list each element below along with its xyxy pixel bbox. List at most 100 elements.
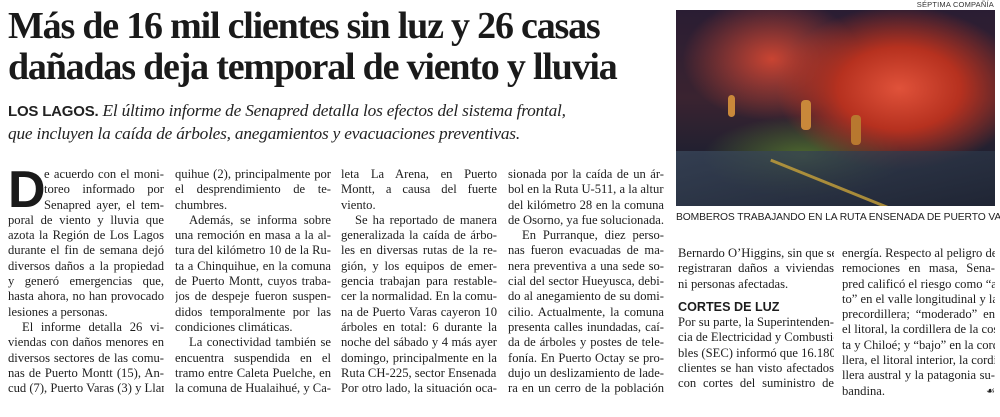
- article-line: e acuerdo con el moni-: [44, 167, 164, 181]
- article-line: el litoral, la cordillera de la cos-: [842, 322, 995, 337]
- article-line: noche del sábado y 4 más ayer: [341, 335, 497, 350]
- article-line: dujo un deslizamiento de lade-: [508, 365, 664, 380]
- article-line: bol en la Ruta U-511, a la altura: [508, 182, 664, 197]
- article-line: ta y Chiloé; y “bajo” en la cordi-: [842, 337, 995, 352]
- article-line: ra en un cerro de la población: [508, 381, 664, 396]
- drop-cap: D: [8, 161, 46, 219]
- article-line: energía. Respecto al peligro de: [842, 246, 995, 260]
- spacer: [678, 292, 834, 300]
- article-line: La conectividad también se: [189, 335, 331, 350]
- article-line: diversos sectores de las comu-: [8, 350, 164, 365]
- article-line: toreo informado por: [44, 182, 164, 197]
- article-line: les en diversas rutas de la re-: [341, 243, 497, 258]
- article-line: clientes se han visto afectados: [678, 361, 834, 376]
- lede-kicker: LOS LAGOS.: [8, 103, 99, 120]
- end-mark-icon: ☙: [986, 385, 995, 397]
- article-line: registraran daños a viviendas: [678, 261, 834, 276]
- news-photo: [676, 10, 995, 206]
- article-line: pred calificó el riesgo como “al-: [842, 276, 995, 291]
- firefighter-figure: [728, 95, 735, 117]
- article-line: hasta ahora, no han provocado: [8, 289, 164, 304]
- article-column-4: sionada por la caída de un ár-bol en la …: [508, 167, 664, 396]
- article-line: y generó emergencias que,: [8, 274, 164, 289]
- article-line: domingo, principalmente en la: [341, 350, 497, 365]
- article-column-3: leta La Arena, en Puerto Montt, a causa d…: [341, 167, 497, 396]
- article-line: El informe detalla 26 vi-: [22, 319, 164, 334]
- lede-text: que incluyen la caída de árboles, anegam…: [8, 124, 520, 143]
- article-line: llera austral y la patagonia su-: [842, 368, 995, 383]
- article-line: diversos daños a la propiedad: [8, 258, 164, 273]
- article-line: na de Puerto Varas cayeron 10: [341, 304, 497, 319]
- article-line: Senapred ayer, el tem-: [44, 197, 164, 212]
- article-line: de Osorno, ya fue solucionada.: [508, 212, 664, 227]
- article-line: ni personas afectadas.: [678, 276, 789, 291]
- article-line: cud (7), Puerto Varas (3) y Llan-: [8, 381, 164, 396]
- article-line: Se ha reportado de manera: [355, 212, 497, 227]
- article-line: fonía. En Puerto Octay se pro-: [508, 350, 664, 365]
- article-column-6: energía. Respecto al peligro de remocione…: [842, 246, 995, 399]
- article-line: Por otro lado, la situación oca-: [341, 381, 497, 396]
- article-column-1: D e acuerdo con el moni-toreo informado …: [8, 161, 164, 396]
- article-column-2: quihue (2), principalmente por el despren…: [175, 167, 331, 396]
- article-line: con cortes del suministro de: [678, 376, 834, 391]
- article-line: tramo entre Caleta Puelche, en: [175, 365, 331, 380]
- article-line: jos de despeje fueron suspen-: [175, 289, 331, 304]
- article-line: cial del sector Hueyusca, debi-: [508, 274, 664, 289]
- article-line: Bernardo O’Higgins, sin que se: [678, 246, 834, 260]
- article-line: do al anegamiento de su domi-: [508, 289, 664, 304]
- article-line: condiciones climáticas.: [175, 319, 293, 334]
- photo-credit: SÉPTIMA COMPAÑÍA: [916, 0, 994, 9]
- article-line: del kilómetro 28 en la comuna: [508, 197, 664, 212]
- article-line: de Puerto Montt, cuyos traba-: [175, 274, 331, 289]
- article-line: azota la Región de Los Lagos: [8, 228, 164, 243]
- article-line: árboles en total: 6 durante la: [341, 319, 497, 334]
- article-line: generalizada la caída de árbo-: [341, 228, 497, 243]
- article-line: viendas con daños menores en: [8, 335, 164, 350]
- article-line: poral de viento y lluvia que: [8, 212, 164, 227]
- article-column-5: Bernardo O’Higgins, sin que se registrara…: [678, 246, 834, 392]
- article-line: Ruta CH-225, sector Ensenada.: [341, 365, 497, 380]
- article-line: encuentra suspendida en el: [175, 350, 331, 365]
- photo-caption: BOMBEROS TRABAJANDO EN LA RUTA ENSENADA …: [676, 212, 1000, 223]
- article-line: nera preventiva a una sede so-: [508, 258, 664, 273]
- headline-line: dañadas deja temporal de viento y lluvia: [8, 46, 618, 88]
- article-line: una remoción en masa a la al-: [175, 228, 331, 243]
- article-line: cer la normalidad. En la comu-: [341, 289, 497, 304]
- article-line: chumbres.: [175, 197, 228, 212]
- article-line: lesiones a personas.: [8, 304, 108, 319]
- article-line: bles (SEC) informó que 16.180: [678, 345, 834, 360]
- article-line: da de árboles y postes de tele-: [508, 335, 664, 350]
- article-line: sionada por la caída de un ár-: [508, 167, 664, 181]
- article-line: remociones en masa, Sena-: [842, 261, 995, 276]
- headline: Más de 16 mil clientes sin luz y 26 casa…: [8, 6, 668, 88]
- headline-line: Más de 16 mil clientes sin luz y 26 casa…: [8, 5, 601, 47]
- subheading: CORTES DE LUZ: [678, 299, 780, 314]
- article-line: tura del kilómetro 10 de la Ru-: [175, 243, 331, 258]
- article-line: gión, y los equipos de emer-: [341, 258, 497, 273]
- article-line: viento.: [341, 197, 376, 212]
- article-line: nas de Puerto Montt (15), An-: [8, 365, 164, 380]
- lede: LOS LAGOS. El último informe de Senapred …: [8, 100, 668, 145]
- road: [676, 151, 995, 206]
- article-line: didos temporalmente por las: [175, 304, 331, 319]
- article-line: Por su parte, la Superintenden-: [678, 315, 834, 330]
- article-line: leta La Arena, en Puerto: [341, 167, 497, 181]
- firefighter-figure: [801, 100, 811, 130]
- article-line: ta a Chinquihue, en la comuna: [175, 258, 331, 273]
- article-line: la comuna de Hualaihué, y Ca-: [175, 381, 331, 396]
- article-line: llera, el litoral interior, la cordi-: [842, 353, 995, 368]
- article-line: presenta calles inundadas, caí-: [508, 319, 664, 334]
- firefighter-figure: [851, 115, 861, 145]
- article-line: cia de Electricidad y Combusti-: [678, 330, 834, 345]
- article-line: nas fueron evacuadas de ma-: [508, 243, 664, 258]
- article-line: el desprendimiento de te-: [175, 182, 331, 197]
- article-line: quihue (2), principalmente por: [175, 167, 331, 181]
- article-line: bandina.: [842, 383, 886, 398]
- article-line: durante el fin de semana dejó: [8, 243, 164, 258]
- article-line: Además, se informa sobre: [189, 212, 331, 227]
- article-line: En Purranque, diez perso-: [522, 228, 664, 243]
- article-line: Montt, a causa del fuerte: [341, 182, 497, 197]
- article-line: cilio. Actualmente, la comuna: [508, 304, 664, 319]
- lede-text: El último informe de Senapred detalla lo…: [102, 101, 566, 120]
- article-line: to” en el valle longitudinal y la: [842, 291, 995, 306]
